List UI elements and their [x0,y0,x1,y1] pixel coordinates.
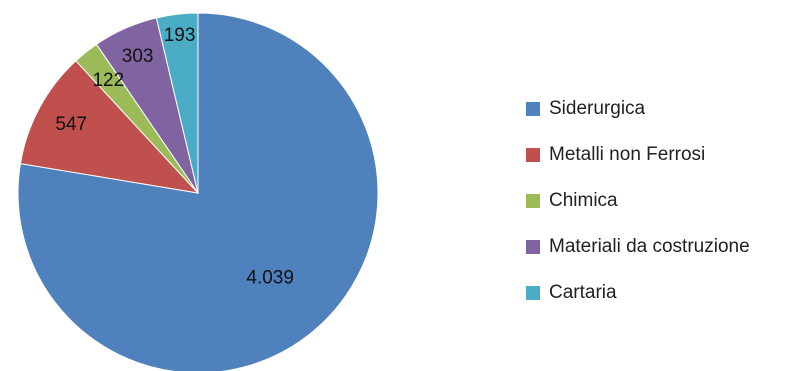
legend-label-materiali-da-costruzione: Materiali da costruzione [549,236,750,257]
legend-item-siderurgica: Siderurgica [526,86,750,132]
pie-slice-cartaria [155,12,199,194]
legend-label-metalli-non-ferrosi: Metalli non Ferrosi [549,144,706,165]
legend-item-chimica: Chimica [526,178,750,224]
legend-label-chimica: Chimica [549,190,618,211]
legend-swatch-cartaria [526,286,540,300]
legend-swatch-chimica [526,194,540,208]
data-label-materiali-da-costruzione: 303 [122,46,154,67]
data-label-cartaria: 193 [164,25,196,46]
legend-swatch-siderurgica [526,102,540,116]
legend-swatch-materiali-da-costruzione [526,240,540,254]
legend-item-materiali-da-costruzione: Materiali da costruzione [526,224,750,270]
pie-slice-metalli-non-ferrosi [19,60,200,194]
legend-item-cartaria: Cartaria [526,270,750,316]
data-label-chimica: 122 [92,70,124,91]
legend-label-siderurgica: Siderurgica [549,98,646,119]
pie-slice-siderurgica [17,12,379,371]
legend: Siderurgica Metalli non Ferrosi Chimica … [526,86,750,316]
data-label-siderurgica: 4.039 [246,268,294,289]
legend-swatch-metalli-non-ferrosi [526,148,540,162]
data-label-metalli-non-ferrosi: 547 [55,114,87,135]
legend-item-metalli-non-ferrosi: Metalli non Ferrosi [526,132,750,178]
legend-label-cartaria: Cartaria [549,282,617,303]
